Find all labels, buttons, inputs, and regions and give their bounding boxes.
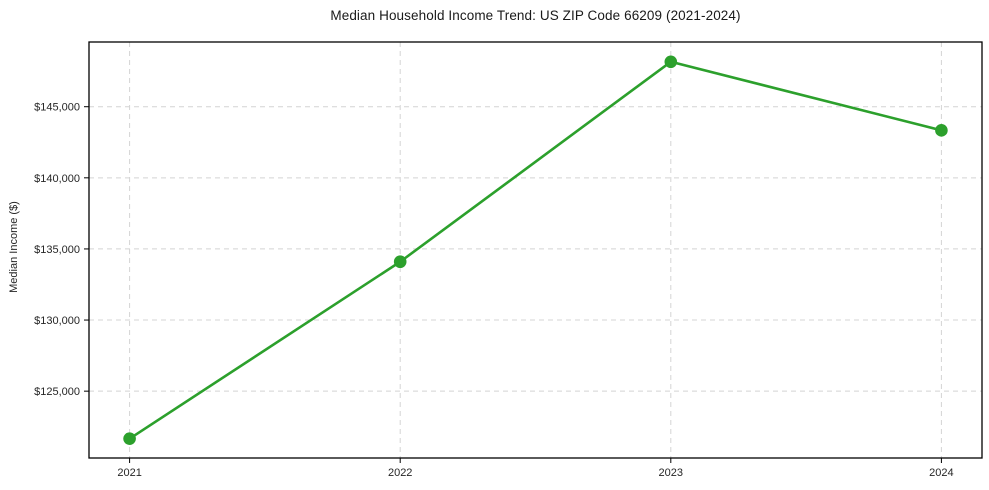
data-point-marker bbox=[664, 55, 678, 69]
x-tick-label: 2021 bbox=[117, 467, 141, 479]
x-tick-label: 2023 bbox=[659, 467, 683, 479]
y-tick-label: $130,000 bbox=[34, 315, 80, 327]
data-point-marker bbox=[393, 255, 407, 269]
trend-line bbox=[128, 60, 943, 440]
x-tick-label: 2022 bbox=[388, 467, 412, 479]
y-tick-label: $145,000 bbox=[34, 102, 80, 114]
y-tick-label: $125,000 bbox=[34, 386, 80, 398]
y-axis-label: Median Income ($) bbox=[8, 201, 20, 293]
x-tick-label: 2024 bbox=[929, 467, 953, 479]
data-point-marker bbox=[935, 124, 948, 137]
chart-title: Median Household Income Trend: US ZIP Co… bbox=[330, 8, 741, 23]
plot-border bbox=[88, 41, 983, 459]
plot-layer: $125,000 $130,000 $135,000 $140,000 $145,000… bbox=[34, 41, 983, 479]
y-tick-label: $140,000 bbox=[34, 173, 80, 185]
y-tick-label: $135,000 bbox=[34, 244, 80, 256]
data-point-marker bbox=[123, 432, 136, 445]
